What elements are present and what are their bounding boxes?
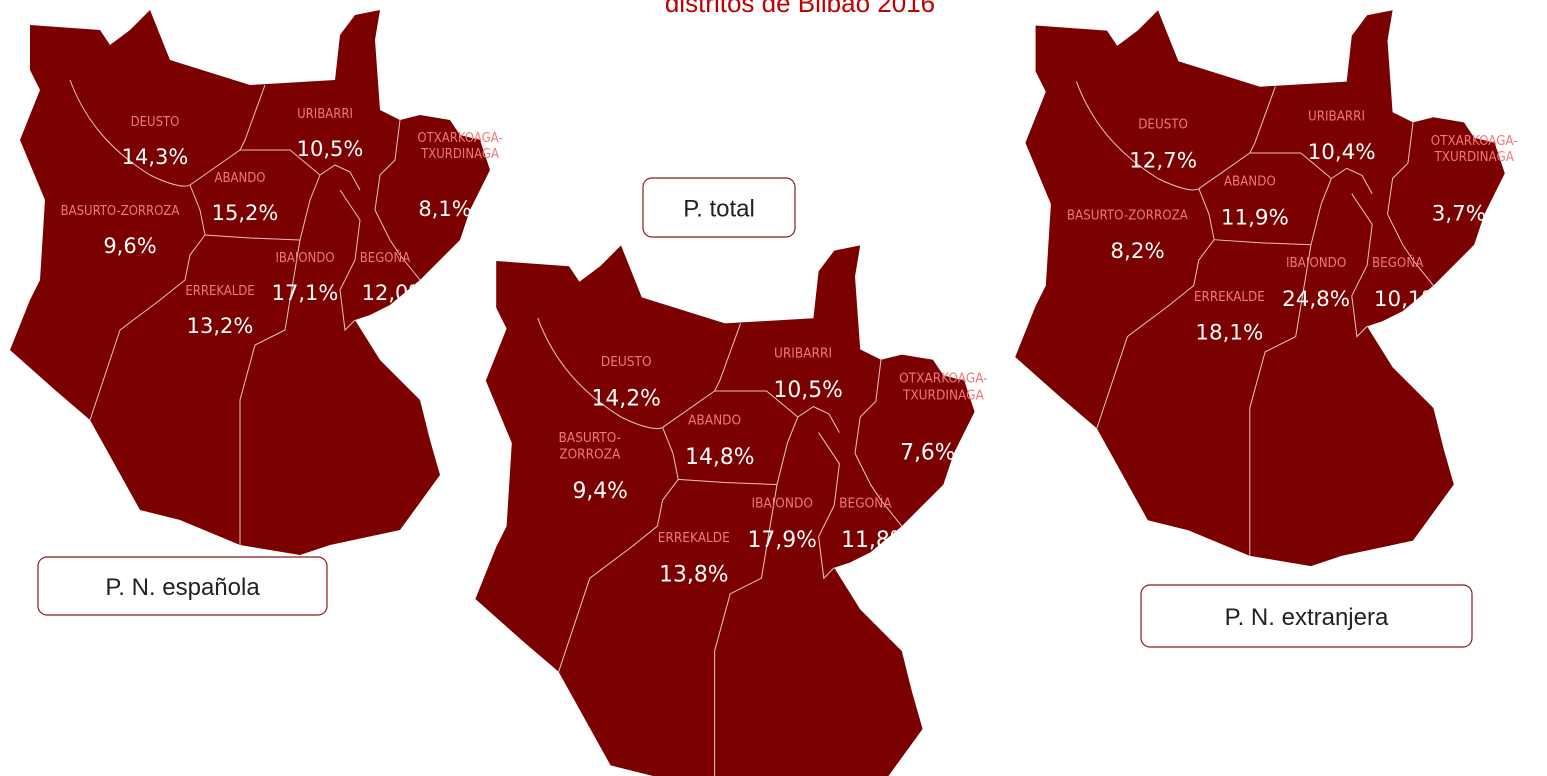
district-name: URIBARRI	[297, 107, 353, 122]
district-border	[1249, 86, 1276, 154]
district-name: OTXARKOAGA-	[417, 131, 502, 146]
district-value: 9,6%	[103, 234, 156, 258]
district-name: TXURDINAGA	[902, 387, 985, 403]
city-outline	[1015, 10, 1505, 567]
district-name: DEUSTO	[1138, 118, 1188, 133]
district-border	[319, 164, 361, 191]
district-value: 7,6%	[900, 441, 955, 466]
district-value: 15,2%	[212, 201, 279, 225]
district-border	[1075, 81, 1200, 191]
district-value: 9,4%	[572, 479, 627, 504]
map-label: P. N. española	[105, 574, 260, 601]
district-border	[558, 479, 679, 672]
district-value: 17,9%	[748, 528, 817, 553]
district-name: OTXARKOAGA-	[899, 371, 988, 387]
district-value: 18,1%	[1195, 321, 1263, 346]
district-map: DEUSTO 14,2% URIBARRI 10,5% OTXARKOAGA-TXURD…	[475, 245, 988, 776]
district-border	[69, 79, 191, 187]
district-value: 10,4%	[1308, 140, 1376, 165]
district-name: TXURDINAGA	[1434, 150, 1515, 165]
district-name: ERREKALDE	[1194, 290, 1265, 305]
district-border	[818, 432, 840, 580]
district-map: DEUSTO 14,3% URIBARRI 10,5% OTXARKOAGA-TXURD…	[10, 10, 503, 555]
district-border	[1331, 167, 1373, 195]
district-border	[299, 174, 321, 241]
district-value: 24,8%	[1282, 287, 1350, 312]
map-label-box	[37, 556, 328, 616]
district-value: 8,2%	[1110, 239, 1164, 264]
district-border	[1387, 213, 1434, 286]
district-map: DEUSTO 12,7% URIBARRI 10,4% OTXARKOAGA-TXURD…	[1015, 10, 1518, 567]
district-name: ABANDO	[688, 412, 741, 428]
district-name: BASURTO-	[559, 430, 622, 446]
district-name: DEUSTO	[601, 354, 652, 370]
district-border	[714, 323, 742, 392]
district-border	[1249, 244, 1312, 556]
district-border	[1096, 239, 1215, 429]
map-label-box	[1140, 584, 1473, 648]
district-border	[714, 484, 778, 776]
district-value: 10,5%	[297, 137, 364, 161]
district-border	[89, 234, 206, 421]
district-value: 8,1%	[418, 197, 471, 221]
district-border	[339, 189, 361, 332]
district-border	[374, 119, 401, 211]
district-border	[662, 427, 778, 486]
district-name: IBAIONDO	[1286, 256, 1346, 271]
district-border	[662, 390, 799, 428]
district-border	[776, 416, 799, 485]
district-name: BASURTO-ZORROZA	[1067, 208, 1189, 223]
city-outline	[10, 10, 490, 555]
district-name: ZORROZA	[559, 447, 621, 463]
district-name: IBAIONDO	[275, 251, 334, 266]
district-value: 3,7%	[1432, 201, 1486, 226]
map-label: P. total	[683, 196, 755, 223]
district-name: ERREKALDE	[658, 530, 730, 546]
map-label: P. N. extranjera	[1225, 604, 1389, 631]
district-value: 10,5%	[774, 378, 843, 403]
district-name: URIBARRI	[774, 346, 832, 362]
district-border	[1198, 152, 1332, 190]
district-value: 14,8%	[685, 445, 754, 470]
district-name: URIBARRI	[1308, 109, 1365, 124]
district-value: 13,8%	[659, 562, 728, 587]
district-name: OTXARKOAGA-	[1431, 134, 1518, 149]
district-name: BASURTO-ZORROZA	[61, 204, 180, 219]
district-name: DEUSTO	[131, 115, 180, 130]
district-border	[374, 209, 421, 281]
city-outline	[475, 245, 975, 776]
district-border	[1310, 178, 1332, 245]
district-border	[854, 359, 882, 454]
district-border	[1351, 193, 1373, 338]
district-name: ABANDO	[215, 171, 266, 186]
district-value: 13,2%	[187, 314, 254, 338]
district-border	[189, 149, 321, 186]
district-border	[537, 318, 663, 430]
district-name: BEGOÑA	[1372, 254, 1424, 271]
district-border	[797, 406, 840, 433]
district-name: BEGOÑA	[839, 494, 892, 511]
map-label-box	[642, 177, 796, 238]
district-value: 10,1%	[1374, 287, 1442, 312]
district-name: BEGOÑA	[360, 250, 410, 266]
district-name: IBAIONDO	[751, 495, 812, 511]
district-value: 14,3%	[122, 145, 189, 169]
district-border	[1386, 122, 1414, 215]
district-value: 14,2%	[592, 387, 661, 412]
district-border	[239, 239, 301, 545]
district-name: TXURDINAGA	[420, 147, 499, 162]
district-border	[239, 84, 266, 151]
district-name: ABANDO	[1224, 175, 1276, 190]
district-value: 11,8%	[841, 528, 910, 553]
district-border	[854, 453, 903, 527]
district-value: 17,1%	[272, 281, 339, 305]
district-value: 12,7%	[1129, 148, 1197, 173]
district-name: ERREKALDE	[185, 284, 254, 299]
district-value: 11,9%	[1221, 205, 1289, 230]
district-value: 12,0%	[362, 281, 429, 305]
title: distritos de Bilbao 2016	[665, 0, 935, 18]
